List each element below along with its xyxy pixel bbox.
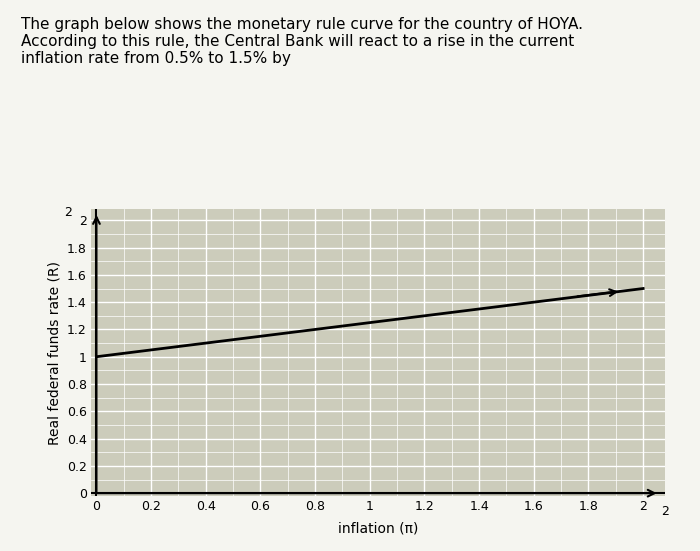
X-axis label: inflation (π): inflation (π): [338, 521, 418, 536]
Y-axis label: Real federal funds rate (R): Real federal funds rate (R): [48, 261, 62, 445]
Text: The graph below shows the monetary rule curve for the country of HOYA.
According: The graph below shows the monetary rule …: [21, 17, 583, 66]
Text: 2: 2: [661, 505, 669, 518]
Text: 2: 2: [64, 206, 72, 219]
